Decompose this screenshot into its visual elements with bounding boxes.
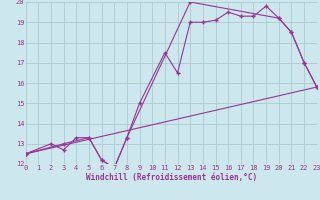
X-axis label: Windchill (Refroidissement éolien,°C): Windchill (Refroidissement éolien,°C) xyxy=(86,173,257,182)
